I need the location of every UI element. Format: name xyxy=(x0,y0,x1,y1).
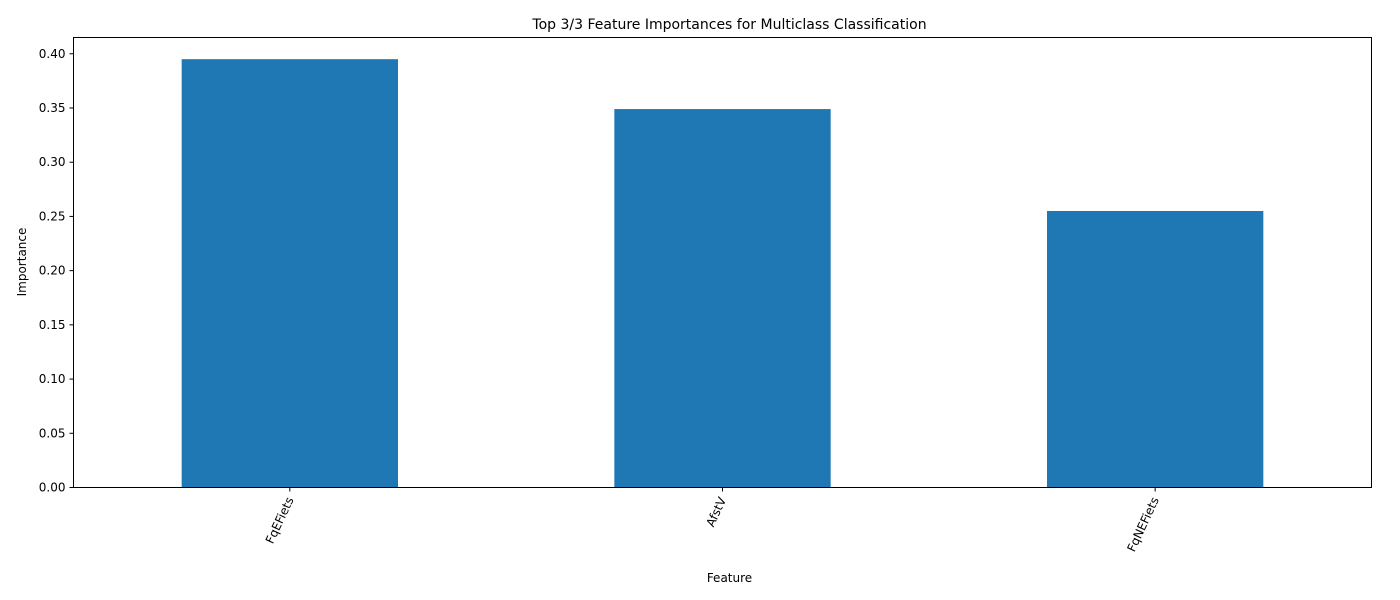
x-tick-label: AfstV xyxy=(703,494,729,529)
bar-afstv xyxy=(614,109,831,488)
x-tick-label: FqNEFiets xyxy=(1124,495,1162,554)
y-axis: 0.00 0.05 0.10 0.15 0.20 0.25 0.30 0.35 0.40 xyxy=(39,47,74,495)
y-tick-label: 0.05 xyxy=(39,426,66,440)
y-tick-label: 0.35 xyxy=(39,101,66,115)
bar-fqefiets xyxy=(181,59,398,488)
y-tick-label: 0.25 xyxy=(39,209,66,223)
y-tick-label: 0.30 xyxy=(39,155,66,169)
bar-fqnefiets xyxy=(1047,210,1264,488)
x-axis: FqEFiets AfstV FqNEFiets xyxy=(263,487,1162,554)
x-axis-label: Feature xyxy=(707,571,752,585)
y-axis-label: Importance xyxy=(15,228,29,297)
y-tick-label: 0.15 xyxy=(39,318,66,332)
y-tick-label: 0.10 xyxy=(39,372,66,386)
x-tick-label: FqEFiets xyxy=(263,495,297,546)
y-tick-label: 0.40 xyxy=(39,47,66,61)
y-tick-label: 0.00 xyxy=(39,481,66,495)
chart-title: Top 3/3 Feature Importances for Multicla… xyxy=(531,17,926,33)
y-tick-label: 0.20 xyxy=(39,264,66,278)
bars-layer xyxy=(181,59,1264,488)
